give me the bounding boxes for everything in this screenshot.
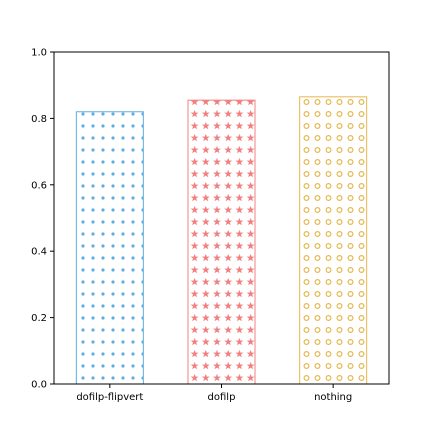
y-tick-label: 0.6 [31,180,47,191]
bar-dofilp [187,99,256,385]
x-axis: dofilp-flipvert dofilp nothing [76,384,352,403]
x-tick-label: nothing [314,392,352,403]
bar-hatch-dofilp-flipvert [76,111,144,384]
y-tick-label: 1.0 [31,48,47,59]
y-axis: 0.0 0.2 0.4 0.6 0.8 1.0 [31,48,54,391]
x-tick-label: dofilp [208,392,236,403]
y-tick-label: 0.8 [31,114,47,125]
bar-hatch-nothing [299,96,367,384]
y-tick-label: 0.2 [31,313,47,324]
bar-hatch-dofilp [188,100,255,384]
y-tick-label: 0.4 [31,247,47,258]
y-tick-label: 0.0 [31,380,47,391]
bar-dofilp-flipvert [75,111,144,385]
bars-layer [75,96,368,385]
x-tick-label: dofilp-flipvert [76,392,143,403]
bar-nothing [299,96,368,385]
